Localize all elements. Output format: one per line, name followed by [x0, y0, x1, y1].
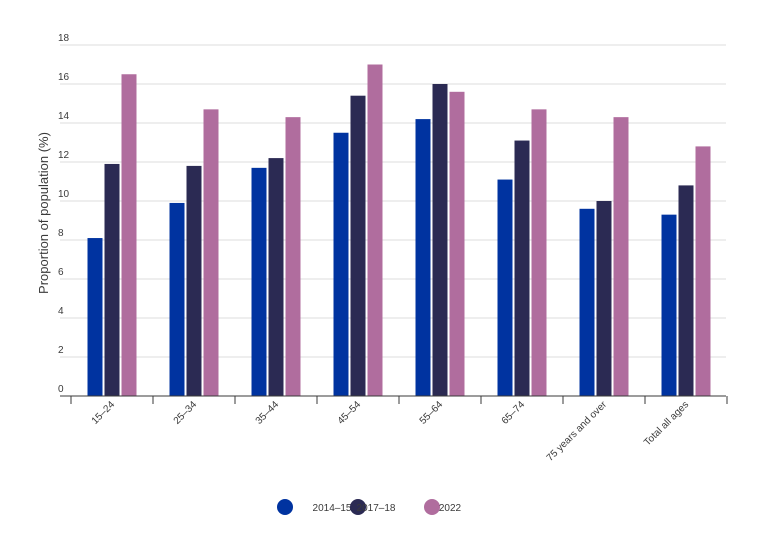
bar-1-5 [514, 140, 530, 396]
bar-0-0 [87, 238, 103, 396]
bar-1-2 [268, 158, 284, 396]
y-tick-label: 10 [58, 189, 70, 200]
legend: 2014–15 2017–18 2022 [277, 499, 462, 515]
x-axis-labels: 15–24 25–34 35–44 45–54 55–64 65–74 75 years a… [90, 399, 691, 464]
x-tick-label: 45–54 [336, 399, 364, 427]
y-tick-label: 16 [58, 72, 70, 83]
legend-swatch [277, 499, 293, 515]
bar-0-3 [333, 132, 349, 396]
x-tick-label: 15–24 [90, 399, 118, 427]
x-tick-label: 35–44 [254, 399, 282, 427]
x-tick-label: 25–34 [172, 399, 200, 427]
bar-0-5 [497, 179, 513, 396]
y-axis-title: Proportion of population (%) [36, 132, 51, 294]
bar-1-0 [104, 163, 120, 396]
x-tick-label: Total all ages [642, 399, 691, 448]
y-tick-label: 0 [58, 384, 64, 395]
legend-swatch [424, 499, 440, 515]
bar-2-0 [121, 74, 137, 396]
bar-0-6 [579, 208, 595, 396]
x-tick-label: 55–64 [418, 399, 446, 427]
y-tick-label: 14 [58, 111, 70, 122]
y-axis-ticks: 0 2 4 6 8 10 12 14 16 18 [58, 33, 70, 395]
bar-0-1 [169, 202, 185, 396]
bar-1-4 [432, 84, 448, 396]
y-tick-label: 8 [58, 228, 64, 239]
bar-2-6 [613, 117, 629, 397]
bar-2-7 [695, 146, 711, 396]
bar-2-5 [531, 109, 547, 396]
bar-0-4 [415, 119, 431, 396]
bars [87, 64, 711, 397]
x-tick-label: 75 years and over [545, 399, 610, 464]
legend-swatch [350, 499, 366, 515]
bar-1-7 [678, 185, 694, 396]
bar-2-2 [285, 117, 301, 397]
bar-1-6 [596, 201, 612, 396]
bar-2-4 [449, 91, 465, 397]
bar-1-3 [350, 95, 366, 396]
legend-label: 2014–15 [313, 503, 352, 514]
x-tick-label: 65–74 [500, 399, 528, 427]
bar-1-1 [186, 165, 202, 396]
y-tick-label: 12 [58, 150, 70, 161]
y-tick-label: 6 [58, 267, 64, 278]
y-tick-label: 18 [58, 33, 70, 44]
y-tick-label: 2 [58, 345, 64, 356]
x-axis [60, 395, 728, 404]
y-tick-label: 4 [58, 306, 64, 317]
bar-2-3 [367, 64, 383, 396]
bar-2-1 [203, 109, 219, 396]
legend-label: 2017–18 [357, 503, 396, 514]
bar-0-2 [251, 167, 267, 396]
bar-0-7 [661, 214, 677, 396]
legend-label: 2022 [439, 503, 462, 514]
